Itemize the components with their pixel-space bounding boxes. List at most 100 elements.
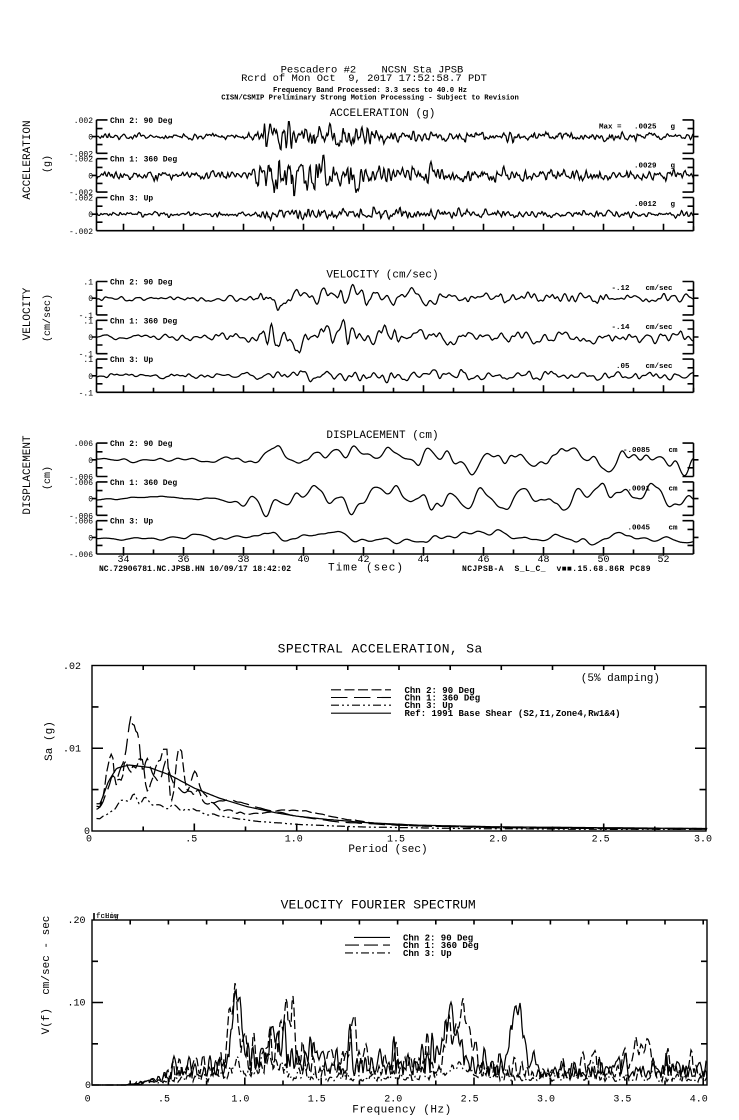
- svg-text:3.0: 3.0: [694, 835, 712, 846]
- svg-text:SPECTRAL ACCELERATION, Sa: SPECTRAL ACCELERATION, Sa: [278, 642, 483, 657]
- svg-text:Chn 3: Up: Chn 3: Up: [110, 195, 153, 204]
- svg-text:.002: .002: [74, 195, 93, 204]
- svg-text:1.0: 1.0: [285, 835, 303, 846]
- svg-text:-.002: -.002: [69, 150, 93, 159]
- svg-text:Chn 1: 360 Deg: Chn 1: 360 Deg: [110, 317, 177, 326]
- svg-text:0: 0: [88, 534, 93, 543]
- svg-text:-.12: -.12: [611, 285, 630, 293]
- svg-text:Max =: Max =: [599, 124, 622, 132]
- svg-text:Time (sec): Time (sec): [328, 563, 404, 575]
- svg-text:48: 48: [537, 555, 549, 566]
- svg-text:-.006: -.006: [69, 551, 93, 560]
- svg-text:.20: .20: [67, 916, 85, 927]
- svg-text:.02: .02: [63, 662, 81, 673]
- svg-text:V(f) cm/sec - sec: V(f) cm/sec - sec: [41, 916, 53, 1035]
- svg-text:DISPLACEMENT (cm): DISPLACEMENT (cm): [326, 430, 438, 442]
- svg-text:.006: .006: [74, 440, 93, 449]
- svg-text:1.5: 1.5: [308, 1095, 326, 1106]
- svg-text:-.14: -.14: [611, 324, 630, 332]
- svg-text:.006: .006: [74, 479, 93, 488]
- svg-text:3.0: 3.0: [537, 1095, 555, 1106]
- svg-text:52: 52: [657, 555, 669, 566]
- svg-text:Ref: 1991 Base Shear (S2,I1,Zo: Ref: 1991 Base Shear (S2,I1,Zone4,Rw1&4): [405, 709, 621, 719]
- svg-text:0: 0: [88, 295, 93, 304]
- svg-text:fcLow: fcLow: [96, 913, 119, 921]
- svg-text:.1: .1: [83, 317, 93, 326]
- svg-text:g: g: [671, 124, 676, 132]
- svg-text:Chn 3: Up: Chn 3: Up: [110, 356, 153, 365]
- svg-text:.0045: .0045: [627, 524, 650, 532]
- svg-text:ACCELERATION: ACCELERATION: [22, 120, 34, 199]
- svg-text:cm: cm: [669, 447, 679, 455]
- svg-text:3.5: 3.5: [613, 1095, 631, 1106]
- svg-text:(cm/sec): (cm/sec): [42, 294, 54, 342]
- svg-text:0: 0: [88, 457, 93, 466]
- svg-text:2.0: 2.0: [384, 1095, 402, 1106]
- svg-text:cm/sec: cm/sec: [646, 285, 674, 293]
- svg-text:Chn 2: 90 Deg: Chn 2: 90 Deg: [110, 117, 173, 126]
- svg-text:0: 0: [85, 1095, 91, 1106]
- svg-text:Sa (g): Sa (g): [44, 721, 56, 761]
- svg-text:(g): (g): [42, 155, 54, 173]
- svg-text:Chn 2: 90 Deg: Chn 2: 90 Deg: [405, 686, 475, 696]
- svg-text:0: 0: [88, 211, 93, 220]
- svg-text:fcHig: fcHig: [96, 913, 119, 921]
- svg-text:Frequency Band Processed: 3.3: Frequency Band Processed: 3.3 secs to 40…: [273, 87, 467, 95]
- svg-text:VELOCITY (cm/sec): VELOCITY (cm/sec): [326, 269, 438, 281]
- svg-text:2.5: 2.5: [461, 1095, 479, 1106]
- svg-text:Chn 1: 360 Deg: Chn 1: 360 Deg: [403, 941, 479, 951]
- svg-text:cm: cm: [669, 524, 679, 532]
- svg-text:40: 40: [297, 555, 309, 566]
- svg-text:CISN/CSMIP Preliminary Strong: CISN/CSMIP Preliminary Strong Motion Pro…: [221, 94, 519, 102]
- svg-text:Chn 1: 360 Deg: Chn 1: 360 Deg: [405, 693, 481, 703]
- svg-text:.10: .10: [67, 998, 85, 1009]
- svg-text:50: 50: [597, 555, 609, 566]
- svg-text:.002: .002: [74, 117, 93, 126]
- svg-text:VELOCITY: VELOCITY: [22, 287, 34, 340]
- svg-text:36: 36: [177, 555, 189, 566]
- svg-text:.0091: .0091: [627, 486, 650, 494]
- svg-text:cm/sec: cm/sec: [646, 363, 674, 371]
- svg-text:Chn 3: Up: Chn 3: Up: [110, 518, 153, 527]
- svg-text:38: 38: [237, 555, 249, 566]
- svg-text:Chn 2: 90 Deg: Chn 2: 90 Deg: [403, 933, 473, 943]
- svg-text:-.002: -.002: [69, 189, 93, 198]
- svg-text:.006: .006: [74, 518, 93, 527]
- svg-text:1.0: 1.0: [231, 1095, 249, 1106]
- svg-text:Chn 3: Up: Chn 3: Up: [403, 949, 452, 959]
- svg-text:Chn 2: 90 Deg: Chn 2: 90 Deg: [110, 440, 173, 449]
- svg-text:Chn 3: Up: Chn 3: Up: [405, 701, 454, 711]
- svg-text:-.1: -.1: [79, 351, 94, 360]
- svg-text:ACCELERATION (g): ACCELERATION (g): [330, 108, 436, 120]
- svg-text:0: 0: [85, 1081, 91, 1092]
- svg-text:46: 46: [477, 555, 489, 566]
- svg-text:-.006: -.006: [69, 474, 93, 483]
- svg-text:0: 0: [86, 835, 92, 846]
- svg-text:.1: .1: [83, 279, 93, 288]
- svg-text:.5: .5: [185, 835, 197, 846]
- svg-text:1.5: 1.5: [387, 835, 405, 846]
- svg-text:.1: .1: [83, 356, 93, 365]
- svg-text:44: 44: [417, 555, 429, 566]
- svg-text:VELOCITY FOURIER SPECTRUM: VELOCITY FOURIER SPECTRUM: [281, 898, 476, 913]
- svg-text:Chn 1: 360 Deg: Chn 1: 360 Deg: [110, 479, 177, 488]
- svg-text:NC.72906781.NC.JPSB.HN 10/09/1: NC.72906781.NC.JPSB.HN 10/09/17 18:42:02: [99, 565, 291, 574]
- svg-text:4.0: 4.0: [690, 1095, 708, 1106]
- svg-text:NCJPSB-A S_L_C_ v■■.15.68.86: NCJPSB-A S_L_C_ v■■.15.68.86R PC89: [462, 565, 651, 574]
- svg-text:42: 42: [357, 555, 369, 566]
- svg-text:Rcrd of Mon Oct 9, 2017 17:52: Rcrd of Mon Oct 9, 2017 17:52:58.7 PDT: [241, 73, 487, 85]
- svg-text:34: 34: [117, 555, 129, 566]
- svg-text:Frequency (Hz): Frequency (Hz): [352, 1105, 451, 1116]
- svg-text:g: g: [671, 201, 676, 209]
- svg-text:Chn 2: 90 Deg: Chn 2: 90 Deg: [110, 279, 173, 288]
- svg-text:.01: .01: [63, 744, 81, 755]
- svg-text:Period (sec): Period (sec): [348, 844, 427, 856]
- svg-text:0: 0: [88, 134, 93, 143]
- svg-text:2.5: 2.5: [592, 835, 610, 846]
- svg-text:0: 0: [88, 172, 93, 181]
- svg-text:-.1: -.1: [79, 390, 94, 399]
- svg-text:.0029: .0029: [634, 162, 657, 170]
- svg-text:-.1: -.1: [79, 312, 94, 321]
- svg-text:DISPLACEMENT: DISPLACEMENT: [22, 435, 34, 515]
- svg-text:.0012: .0012: [634, 201, 657, 209]
